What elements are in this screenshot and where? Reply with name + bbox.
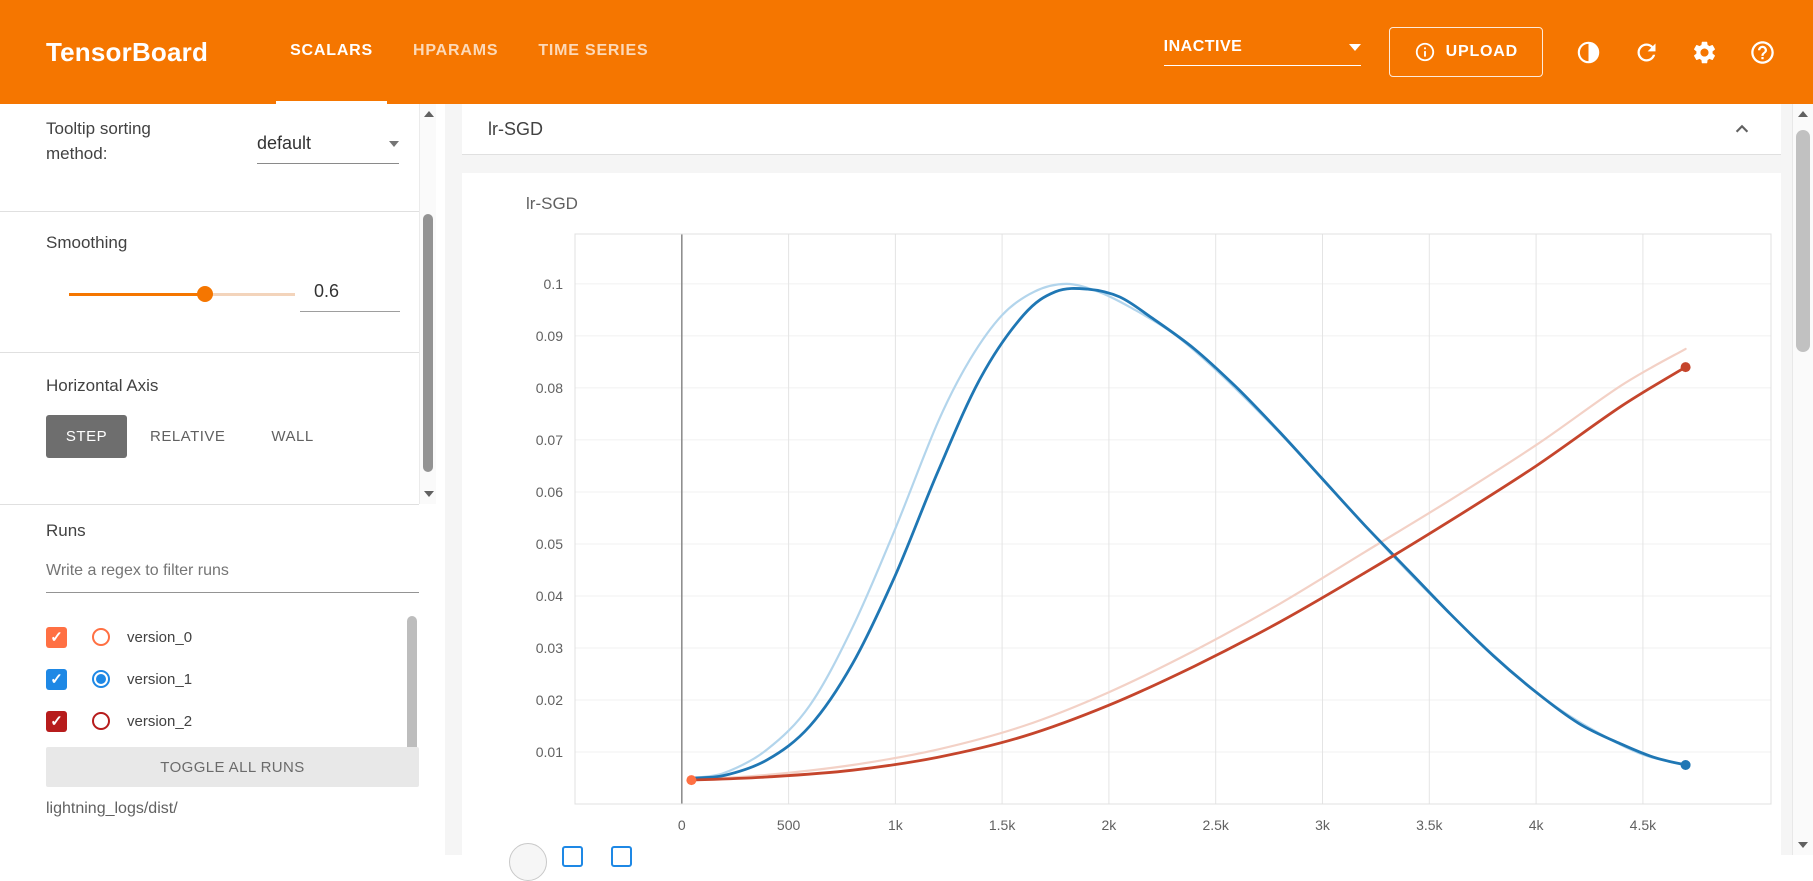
svg-text:0.06: 0.06 [536,484,563,500]
smoothing-slider[interactable] [69,286,295,302]
app-header: TensorBoard SCALARS HPARAMS TIME SERIES … [0,0,1813,104]
svg-text:0.08: 0.08 [536,380,563,396]
tooltip-sorting-dropdown[interactable]: default [257,124,399,164]
app-logo[interactable]: TensorBoard [46,0,208,104]
tooltip-sorting-label: Tooltip sorting method: [46,116,211,166]
sidebar-scrollbar[interactable] [419,104,436,504]
info-icon [1414,41,1436,63]
chevron-down-icon [389,141,399,147]
upload-button[interactable]: UPLOAD [1389,27,1543,77]
header-actions: INACTIVE UPLOAD [1164,0,1791,104]
run-radio[interactable] [92,670,110,688]
divider [0,352,419,353]
svg-text:0.05: 0.05 [536,536,563,552]
chart-fit-icon[interactable] [562,846,583,867]
runs-scrollbar-thumb[interactable] [407,616,417,756]
divider [0,504,419,505]
svg-text:500: 500 [777,817,801,833]
svg-text:0.07: 0.07 [536,432,563,448]
settings-sidebar: Tooltip sorting method: default Smoothin… [0,104,445,855]
scroll-down-icon[interactable] [420,486,437,502]
svg-text:3.5k: 3.5k [1416,817,1443,833]
chart-card: 0 500 1k 1.5k 2k 2.5k 3k 3.5k 4k 4.5k 0.01 0.02 0.03… [462,173,1781,873]
run-row: ✓ version_2 [0,700,419,742]
run-radio[interactable] [92,628,110,646]
chevron-down-icon [1349,44,1361,51]
runs-logdir-path: lightning_logs/dist/ [46,800,178,818]
svg-text:0.03: 0.03 [536,640,563,656]
page-scrollbar[interactable] [1792,104,1813,855]
smoothing-slider-thumb[interactable] [197,286,213,302]
chart-title: lr-SGD [526,194,578,214]
svg-text:0.04: 0.04 [536,588,563,604]
smoothing-value-input[interactable]: 0.6 [300,272,400,312]
run-label: version_1 [127,671,192,688]
main-tabs: SCALARS HPARAMS TIME SERIES [270,0,668,104]
collapse-icon[interactable] [1729,116,1755,142]
svg-text:0: 0 [678,817,686,833]
run-label: version_0 [127,629,192,646]
scroll-down-icon[interactable] [1793,837,1813,853]
axis-wall-button[interactable]: WALL [248,415,336,458]
axis-relative-button[interactable]: RELATIVE [127,415,248,458]
runs-filter-input[interactable] [46,562,419,593]
svg-text:0.01: 0.01 [536,744,563,760]
chart-group-header[interactable]: lr-SGD [462,104,1781,155]
svg-text:4k: 4k [1529,817,1545,833]
svg-text:4.5k: 4.5k [1630,817,1657,833]
svg-text:0.02: 0.02 [536,692,563,708]
sidebar-scrollbar-thumb[interactable] [423,214,433,472]
svg-text:1k: 1k [888,817,904,833]
svg-text:0.09: 0.09 [536,328,563,344]
runs-title: Runs [46,518,86,543]
page-scrollbar-thumb[interactable] [1796,130,1810,352]
scroll-up-icon[interactable] [420,106,437,122]
refresh-icon[interactable] [1617,0,1675,104]
data-status-dropdown[interactable]: INACTIVE [1164,38,1361,66]
runs-list: ✓ version_0 ✓ version_1 ✓ version_2 [0,616,419,742]
smoothing-label: Smoothing [46,230,127,255]
axis-step-button[interactable]: STEP [46,415,127,458]
tab-scalars[interactable]: SCALARS [276,0,387,104]
svg-text:2k: 2k [1102,817,1118,833]
tab-time-series[interactable]: TIME SERIES [524,0,662,104]
horizontal-axis-options: STEP RELATIVE WALL [46,415,337,458]
status-label: INACTIVE [1164,38,1243,56]
chart-group-title: lr-SGD [488,119,543,140]
run-row: ✓ version_1 [0,658,419,700]
divider [0,211,419,212]
run-checkbox[interactable]: ✓ [46,669,67,690]
toggle-all-runs-button[interactable]: TOGGLE ALL RUNS [46,747,419,787]
run-row: ✓ version_0 [0,616,419,658]
brightness-toggle-icon[interactable] [1559,0,1617,104]
line-chart[interactable]: 0 500 1k 1.5k 2k 2.5k 3k 3.5k 4k 4.5k 0.01 0.02 0.03… [462,173,1781,855]
run-radio[interactable] [92,712,110,730]
svg-text:1.5k: 1.5k [989,817,1016,833]
run-checkbox[interactable]: ✓ [46,711,67,732]
tooltip-sorting-value: default [257,133,311,154]
svg-text:0.1: 0.1 [544,276,564,292]
chart-expand-icon[interactable] [611,846,632,867]
help-icon[interactable] [1733,0,1791,104]
smoothing-slider-fill [69,293,205,296]
svg-text:3k: 3k [1315,817,1331,833]
upload-label: UPLOAD [1446,43,1518,61]
tab-hparams[interactable]: HPARAMS [399,0,512,104]
horizontal-axis-label: Horizontal Axis [46,373,158,398]
chart-action-button[interactable] [509,843,547,881]
run-checkbox[interactable]: ✓ [46,627,67,648]
run-label: version_2 [127,713,192,730]
settings-icon[interactable] [1675,0,1733,104]
scroll-up-icon[interactable] [1793,106,1813,122]
svg-text:2.5k: 2.5k [1202,817,1229,833]
